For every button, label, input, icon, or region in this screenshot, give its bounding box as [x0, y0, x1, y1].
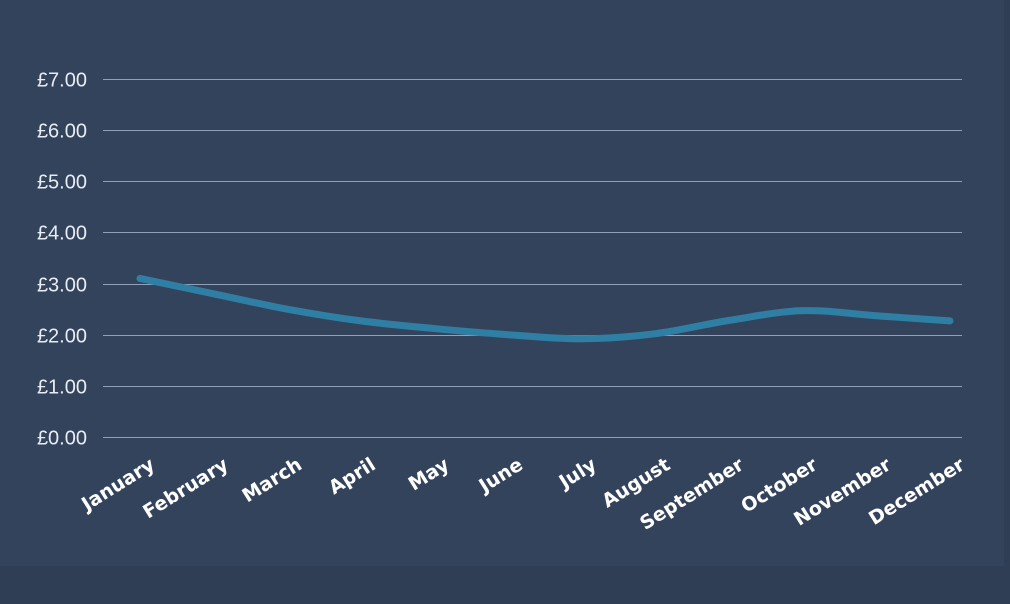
x-tick-label-june: June — [474, 454, 527, 499]
x-tick-label-may: May — [405, 453, 454, 495]
y-tick-label: £7.00 — [37, 70, 87, 92]
y-tick-label: £2.00 — [37, 326, 87, 348]
x-tick-label-july: July — [554, 453, 601, 494]
y-tick-label: £0.00 — [37, 428, 87, 450]
y-tick-label: £5.00 — [37, 172, 87, 194]
y-tick-label: £6.00 — [37, 121, 87, 143]
y-tick-label: £4.00 — [37, 223, 87, 245]
x-tick-label-april: April — [325, 454, 380, 500]
series-layer — [136, 274, 954, 343]
y-axis-tick-labels: £0.00 £1.00 £2.00 £3.00 £4.00 £5.00 £6.00 £7.00 — [37, 70, 87, 450]
series-line — [136, 274, 954, 343]
x-tick-label-march: March — [238, 454, 306, 508]
y-tick-label: £3.00 — [37, 275, 87, 297]
gridlines — [103, 79, 962, 438]
y-tick-label: £1.00 — [37, 377, 87, 399]
